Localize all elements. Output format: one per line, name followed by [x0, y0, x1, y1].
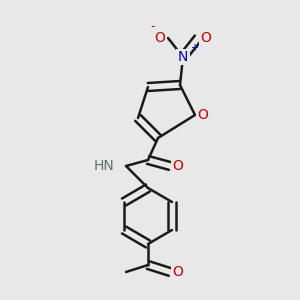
Text: O: O: [154, 31, 165, 45]
Text: O: O: [172, 159, 183, 173]
Text: HN: HN: [93, 159, 114, 173]
Text: -: -: [150, 20, 154, 33]
Text: +: +: [190, 43, 198, 53]
Text: N: N: [178, 50, 188, 64]
Text: O: O: [198, 108, 208, 122]
Text: O: O: [172, 265, 183, 279]
Text: O: O: [201, 31, 212, 45]
